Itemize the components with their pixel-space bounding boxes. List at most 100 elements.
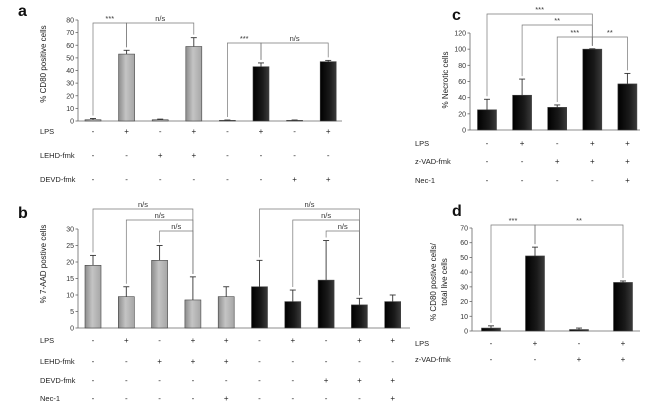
- panel-c-bracket-label-4: **: [607, 28, 613, 37]
- panel-c-condition-3-sign-1: -: [486, 176, 489, 185]
- panel-b-condition-label-4: Nec-1: [40, 394, 60, 403]
- panel-b-condition-1-sign-9: +: [357, 336, 362, 345]
- panel-a-condition-3-sign-2: -: [125, 175, 128, 184]
- panel-d-ylabel-line-1: % CD80 postive cells/: [429, 242, 438, 321]
- panel-c-bracket-label-3: ***: [570, 28, 579, 37]
- panel-b-condition-2-sign-4: +: [191, 357, 196, 366]
- panel-a-bar-7: [286, 120, 303, 122]
- panel-b-condition-2-sign-5: +: [224, 357, 229, 366]
- panel-b-condition-2-sign-2: -: [125, 357, 128, 366]
- panel-a-bracket-label-2: n/s: [155, 14, 165, 23]
- panel-b-condition-1-sign-7: +: [290, 336, 295, 345]
- panel-b-condition-2-sign-3: +: [157, 357, 162, 366]
- panel-a-bracket-label-1: ***: [105, 14, 114, 23]
- panel-b-condition-1-sign-2: +: [124, 336, 129, 345]
- panel-c-bar-1: [477, 109, 497, 131]
- panel-a-condition-3-sign-1: -: [92, 175, 95, 184]
- panel-b-ytick-label-0: 0: [70, 326, 74, 333]
- panel-a-ytick-label-20: 20: [66, 93, 74, 100]
- panel-d-condition-1-sign-3: -: [578, 339, 581, 348]
- panel-b-ytick-label-15: 15: [66, 276, 74, 283]
- panel-c-condition-2-sign-5: +: [625, 157, 630, 166]
- panel-a-condition-label-1: LPS: [40, 127, 54, 136]
- panel-d-ytick-label-20: 20: [460, 299, 468, 306]
- panel-a-bar-4: [185, 46, 203, 122]
- panel-b-condition-4-sign-5: +: [224, 394, 229, 403]
- panel-a-bracket-label-3: ***: [240, 34, 249, 43]
- panel-c-condition-3-sign-5: +: [625, 176, 630, 185]
- panel-b-ytick-label-5: 5: [70, 309, 74, 316]
- panel-d-ytick-label-30: 30: [460, 284, 468, 291]
- panel-d-ytick-label-10: 10: [460, 314, 468, 321]
- panel-d-ytick-label-50: 50: [460, 255, 468, 262]
- panel-a-bracket-2: [126, 22, 195, 48]
- panel-b-condition-1-sign-10: +: [390, 336, 395, 345]
- panel-a-ytick-label-10: 10: [66, 106, 74, 113]
- panel-a-condition-3-sign-7: +: [292, 175, 297, 184]
- panel-b-ytick-label-10: 10: [66, 293, 74, 300]
- panel-b-condition-2-sign-1: -: [92, 357, 95, 366]
- panel-b-condition-4-sign-2: -: [125, 394, 128, 403]
- panel-d-condition-2-sign-1: -: [490, 355, 493, 364]
- panel-b-condition-4-sign-7: -: [291, 394, 294, 403]
- panel-d: d % CD80 postive cells/ total live cells…: [415, 203, 640, 364]
- panel-b-bracket-label-5: n/s: [321, 211, 331, 220]
- panel-b-bar-1: [84, 264, 102, 329]
- panel-b-bracket-label-1: n/s: [138, 200, 148, 209]
- panel-a: a % CD80 positive cells 0 10 20 30 40 50 60 70 8…: [18, 3, 342, 184]
- panel-a-bar-5: [219, 120, 236, 122]
- panel-d-condition-label-1: LPS: [415, 339, 429, 348]
- panel-a-condition-label-3: DEVD-fmk: [40, 175, 76, 184]
- panel-b-condition-3-sign-2: -: [125, 376, 128, 385]
- panel-c-condition-1-sign-2: +: [520, 139, 525, 148]
- panel-c-bracket-label-2: **: [554, 16, 560, 25]
- panel-b-condition-4-sign-8: -: [325, 394, 328, 403]
- panel-d-condition-1-sign-4: +: [621, 339, 626, 348]
- panel-a-condition-1-sign-1: -: [92, 127, 95, 136]
- panel-a-condition-3-sign-3: -: [159, 175, 162, 184]
- panel-a-ytick-label-80: 80: [66, 18, 74, 25]
- panel-a-ytick-label-70: 70: [66, 30, 74, 37]
- panel-c-condition-label-1: LPS: [415, 139, 429, 148]
- panel-c-bar-4: [582, 48, 603, 131]
- panel-d-bar-3: [569, 329, 589, 332]
- panel-b-condition-3-sign-3: -: [158, 376, 161, 385]
- panel-c-condition-2-sign-4: +: [590, 157, 595, 166]
- panel-b-condition-label-2: LEHD-fmk: [40, 357, 75, 366]
- panel-a-condition-3-sign-5: -: [226, 175, 229, 184]
- panel-b-condition-3-sign-5: -: [225, 376, 228, 385]
- panel-c-bar-2: [512, 94, 532, 131]
- panel-c-letter: c: [452, 7, 461, 24]
- panel-c-condition-2-sign-3: +: [555, 157, 560, 166]
- panel-c-bracket-4: [591, 36, 628, 71]
- panel-a-condition-2-sign-7: -: [293, 151, 296, 160]
- panel-a-ytick-label-0: 0: [70, 119, 74, 126]
- panel-d-condition-2-sign-3: +: [577, 355, 582, 364]
- panel-b-bracket-6: [325, 230, 360, 296]
- panel-b-condition-3-sign-6: -: [258, 376, 261, 385]
- panel-b-condition-4-sign-4: -: [192, 394, 195, 403]
- panel-d-condition-1-sign-2: +: [533, 339, 538, 348]
- panel-c-condition-label-2: z-VAD-fmk: [415, 157, 451, 166]
- panel-d-ytick-label-70: 70: [460, 226, 468, 233]
- panel-d-bracket-2: [534, 224, 624, 278]
- panel-b-ytick-label-30: 30: [66, 227, 74, 234]
- panel-a-bar-8: [319, 61, 337, 122]
- panel-d-letter: d: [452, 203, 462, 220]
- panel-b-bracket-label-3: n/s: [171, 222, 181, 231]
- panel-c-ytick-label-60: 60: [458, 79, 466, 86]
- panel-b-bar-5: [217, 296, 235, 329]
- panel-a-condition-1-sign-2: +: [124, 127, 129, 136]
- panel-b-condition-2-sign-8: -: [325, 357, 328, 366]
- panel-d-ytick-label-60: 60: [460, 240, 468, 247]
- panel-b-condition-2-sign-6: -: [258, 357, 261, 366]
- panel-c-bracket-1: [486, 13, 593, 97]
- panel-d-condition-label-2: z-VAD-fmk: [415, 355, 451, 364]
- panel-b-condition-4-sign-10: +: [390, 394, 395, 403]
- panel-a-condition-2-sign-6: -: [260, 151, 263, 160]
- panel-b-bar-6: [251, 286, 268, 329]
- panel-a-condition-3-sign-4: -: [192, 175, 195, 184]
- panel-b-bracket-3: [159, 230, 194, 274]
- panel-c-condition-1-sign-1: -: [486, 139, 489, 148]
